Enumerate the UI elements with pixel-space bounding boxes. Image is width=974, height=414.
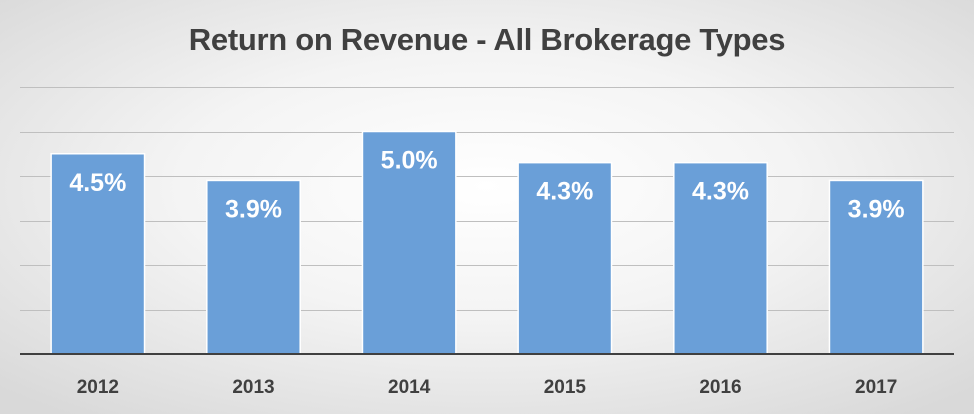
x-tick-label-2015: 2015 [544, 377, 587, 398]
data-label-2012: 4.5% [69, 169, 126, 197]
bar-2012 [50, 153, 146, 355]
data-label-2015: 4.3% [536, 178, 593, 206]
data-label-2017: 3.9% [848, 195, 905, 223]
x-tick-label-2016: 2016 [699, 377, 741, 398]
data-label-2016: 4.3% [692, 178, 749, 206]
data-label-2014: 5.0% [381, 147, 438, 175]
x-tick-label-2012: 2012 [77, 377, 119, 398]
bar-2017 [828, 179, 924, 355]
x-tick-label-2017: 2017 [855, 377, 897, 398]
chart-title: Return on Revenue - All Brokerage Types [188, 22, 786, 57]
x-tick-label-2014: 2014 [388, 377, 431, 398]
data-label-2013: 3.9% [225, 195, 282, 223]
x-tick-label-2013: 2013 [232, 377, 274, 398]
